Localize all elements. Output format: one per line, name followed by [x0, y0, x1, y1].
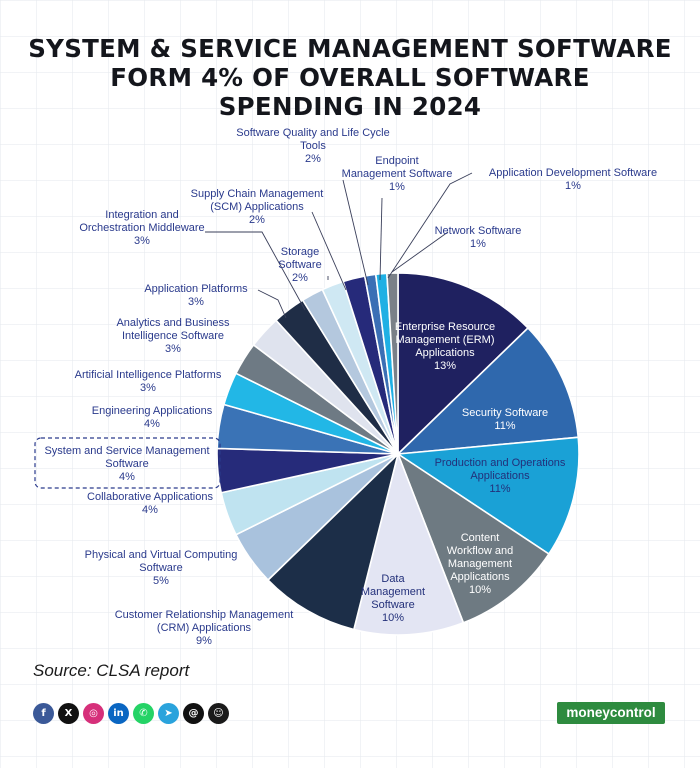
- slice-label-enterprise-resource-management-erm-applications: Enterprise Resource Management (ERM) Appli…: [395, 321, 495, 372]
- slice-label-text: Collaborative Applications 4%: [87, 491, 213, 516]
- leader-line: [257, 289, 287, 319]
- slice-label-text: Security Software 11%: [462, 407, 548, 432]
- slice-label-software-quality-and-life-cycle-tools: Software Quality and Life Cycle Tools 2%: [236, 127, 390, 286]
- slice-label-integration-and-orchestration-middleware: Integration and Orchestration Middleware 3…: [79, 209, 306, 311]
- slice-label-system-and-service-management-software: System and Service Management Software 4%: [44, 445, 209, 483]
- telegram-icon[interactable]: ➤: [158, 703, 179, 724]
- slice-label-customer-relationship-management-crm-applications: Customer Relationship Management (CRM) Ap…: [115, 609, 294, 647]
- slice-label-analytics-and-business-intelligence-software: Analytics and Business Intelligence Softw…: [116, 317, 230, 355]
- title-line-2: FORM 4% OF OVERALL SOFTWARE: [110, 63, 590, 92]
- x-icon[interactable]: X: [58, 703, 79, 724]
- leader-line: [205, 231, 306, 311]
- pie-slice-content-workflow-and-management-applications: [396, 451, 550, 624]
- slice-label-storage-software: Storage Software 2%: [278, 246, 329, 284]
- moneycontrol-logo: moneycontrol: [557, 702, 665, 724]
- pie-slice-data-management-software: [352, 451, 465, 636]
- slice-label-content-workflow-and-management-applications: Content Workflow and Management Application…: [447, 532, 513, 596]
- title-line-1: SYSTEM & SERVICE MANAGEMENT SOFTWARE: [28, 34, 672, 63]
- source-note: Source: CLSA report: [33, 661, 190, 680]
- facebook-icon[interactable]: f: [33, 703, 54, 724]
- slice-label-text: Enterprise Resource Management (ERM) Appli…: [395, 321, 495, 372]
- pie-slice-security-software: [395, 326, 580, 456]
- chart-title: SYSTEM & SERVICE MANAGEMENT SOFTWARE FOR…: [0, 34, 700, 121]
- leader-line: [387, 172, 473, 279]
- slice-label-text: Production and Operations Applications 11%: [435, 457, 566, 495]
- leader-line: [391, 231, 449, 273]
- slice-label-application-development-software: Application Development Software 1%: [387, 167, 657, 279]
- slice-label-data-management-software: Data Management Software 10%: [361, 573, 425, 624]
- slice-label-text: Software Quality and Life Cycle Tools 2%: [236, 127, 389, 165]
- social-share-bar: f X ◎ in ✆ ➤ @ ☺: [33, 703, 229, 724]
- slice-label-production-and-operations-applications: Production and Operations Applications 11%: [435, 457, 566, 495]
- title-line-3: SPENDING IN 2024: [218, 92, 482, 121]
- slice-label-security-software: Security Software 11%: [462, 407, 548, 432]
- slice-label-supply-chain-management-scm-applications: Supply Chain Management (SCM) Application…: [191, 188, 347, 291]
- instagram-icon[interactable]: ◎: [83, 703, 104, 724]
- slice-label-text: Data Management Software 10%: [361, 573, 425, 624]
- slice-label-text: Application Platforms 3%: [144, 283, 248, 308]
- leader-line: [311, 211, 347, 291]
- slice-label-endpoint-management-software: Endpoint Management Software 1%: [342, 155, 453, 281]
- slice-label-text: System and Service Management Software 4%: [44, 445, 209, 483]
- leader-line: [379, 197, 383, 281]
- slice-label-text: Engineering Applications 4%: [92, 405, 213, 430]
- whatsapp-icon[interactable]: ✆: [133, 703, 154, 724]
- slice-label-text: Physical and Virtual Computing Software 5%: [85, 549, 238, 587]
- slice-label-text: Content Workflow and Management Application…: [447, 532, 513, 596]
- linkedin-icon[interactable]: in: [108, 703, 129, 724]
- pie-slice-production-and-operations-applications: [395, 436, 580, 556]
- threads-icon[interactable]: @: [183, 703, 204, 724]
- pie-slice-enterprise-resource-management-erm-applications: [397, 272, 530, 456]
- slice-label-text: Analytics and Business Intelligence Softw…: [116, 317, 230, 355]
- leader-line: [342, 179, 369, 286]
- slice-label-artificial-intelligence-platforms: Artificial Intelligence Platforms 3%: [75, 369, 222, 394]
- slice-label-text: Customer Relationship Management (CRM) Ap…: [115, 609, 294, 647]
- slice-label-collaborative-applications: Collaborative Applications 4%: [87, 491, 213, 516]
- slice-label-text: Integration and Orchestration Middleware 3…: [79, 209, 204, 247]
- slice-label-text: Endpoint Management Software 1%: [342, 155, 453, 193]
- pie-slice-network-software: [386, 272, 399, 455]
- slice-label-text: Storage Software 2%: [278, 246, 321, 284]
- pie-slice-customer-relationship-management-crm-applications: [266, 451, 400, 631]
- slice-label-application-platforms: Application Platforms 3%: [144, 283, 287, 319]
- slice-label-text: Network Software 1%: [435, 225, 522, 250]
- slice-label-engineering-applications: Engineering Applications 4%: [92, 405, 213, 430]
- slice-label-text: Application Development Software 1%: [489, 167, 657, 192]
- slice-label-network-software: Network Software 1%: [391, 225, 522, 273]
- slice-label-text: Artificial Intelligence Platforms 3%: [75, 369, 222, 394]
- highlight-box: [34, 437, 221, 489]
- snapchat-icon[interactable]: ☺: [208, 703, 229, 724]
- slice-label-physical-and-virtual-computing-software: Physical and Virtual Computing Software 5%: [85, 549, 238, 587]
- slice-label-text: Supply Chain Management (SCM) Application…: [191, 188, 324, 226]
